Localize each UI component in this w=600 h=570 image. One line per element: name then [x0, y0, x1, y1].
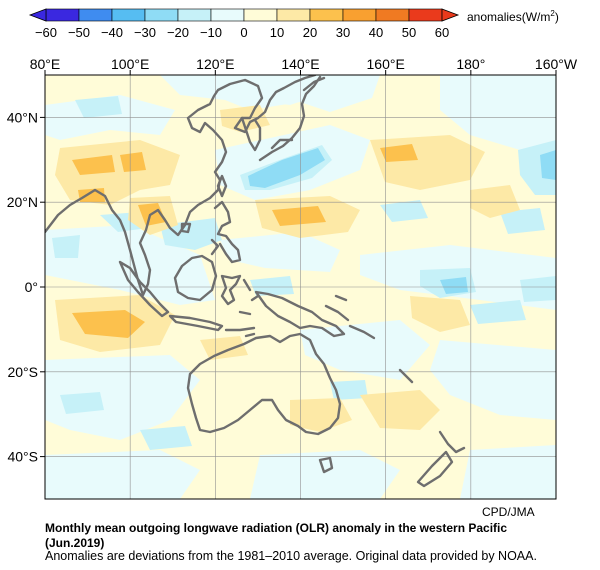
colorbar-tick-label: 40: [369, 25, 383, 40]
coast-taiwan: [216, 174, 228, 198]
colorbar-tick-label: 30: [336, 25, 350, 40]
coast-java: [168, 314, 224, 332]
colorbar-tick-label: −50: [68, 25, 90, 40]
colorbar-tick-label: −30: [134, 25, 156, 40]
colorbar-cell: [375, 8, 410, 22]
latitude-label: 20°S: [7, 364, 38, 380]
coast-bismarck: [324, 294, 350, 322]
caption-note: Anomalies are deviations from the 1981–2…: [45, 549, 537, 563]
coast-hainan: [180, 222, 192, 234]
longitude-label: 140°E: [281, 56, 319, 72]
colorbar-cell: [309, 8, 344, 22]
coast-korea: [240, 116, 262, 152]
coast-new-guinea: [254, 290, 346, 338]
colorbar-tick-label: 20: [303, 25, 317, 40]
colorbar-tick-label: −40: [101, 25, 123, 40]
coast-australia: [186, 332, 342, 436]
latitude-label: 40°S: [7, 449, 38, 465]
colorbar-cell: [45, 8, 80, 22]
coast-new-caledonia: [398, 368, 414, 384]
coast-solomon: [348, 324, 376, 340]
colorbar-cell: [276, 8, 311, 22]
coast-asia-mainland: [45, 75, 317, 297]
coast-new-zealand: [416, 430, 466, 488]
colorbar-tick-label: −10: [200, 25, 222, 40]
colorbar-cell: [210, 8, 245, 22]
colorbar-cell: [177, 8, 212, 22]
coast-maluku: [238, 278, 260, 316]
coast-borneo: [173, 254, 218, 302]
credit-label: CPD/JMA: [482, 505, 535, 519]
colorbar-cell: [144, 8, 179, 22]
colorbar-units-label: anomalies(W/m2): [467, 9, 559, 24]
longitude-label: 120°E: [196, 56, 234, 72]
latitude-label: 0°: [25, 279, 38, 295]
longitude-label: 80°E: [30, 56, 61, 72]
caption-date: (Jun.2019): [45, 536, 105, 550]
colorbar-left-arrow: [28, 8, 47, 22]
caption-title: Monthly mean outgoing longwave radiation…: [45, 521, 508, 535]
longitude-labels: 80°E 100°E 120°E 140°E 160°E 180° 160°W: [30, 56, 578, 75]
colorbar-tick-label: −20: [167, 25, 189, 40]
coast-sulawesi: [220, 274, 242, 306]
colorbar-cell: [408, 8, 443, 22]
latitude-label: 40°N: [7, 109, 38, 125]
colorbar-tick-label: 50: [402, 25, 416, 40]
coast-sumatra: [118, 260, 170, 318]
colorbar-right-arrow: [441, 8, 460, 22]
coast-tasmania: [318, 456, 334, 474]
colorbar-tick-label: −60: [35, 25, 57, 40]
colorbar-cell: [78, 8, 113, 22]
colorbar-cell: [111, 8, 146, 22]
coast-lesser-sunda: [224, 326, 256, 338]
colorbar-tick-label: 0: [240, 25, 247, 40]
colorbar-cell: [342, 8, 377, 22]
colorbar-tick-label: 10: [270, 25, 284, 40]
colorbar-cell: [243, 8, 278, 22]
anomaly-field: [45, 75, 556, 499]
latitude-label: 20°N: [7, 194, 38, 210]
longitude-label: 180°: [456, 56, 485, 72]
longitude-label: 160°E: [367, 56, 405, 72]
map-panel: 80°E 100°E 120°E 140°E 160°E 180° 160°W 40°N 20…: [7, 56, 578, 500]
colorbar-tick-label: 60: [435, 25, 449, 40]
colorbar: −60 −50 −40 −30 −20 −10 0 10 20 30 40 50 60: [28, 8, 460, 40]
coast-philippines: [210, 200, 242, 264]
coast-japan: [258, 75, 326, 162]
coastlines: [45, 75, 466, 488]
longitude-label: 100°E: [111, 56, 149, 72]
latitude-labels: 40°N 20°N 0° 20°S 40°S: [7, 109, 45, 465]
longitude-label: 160°W: [535, 56, 578, 72]
